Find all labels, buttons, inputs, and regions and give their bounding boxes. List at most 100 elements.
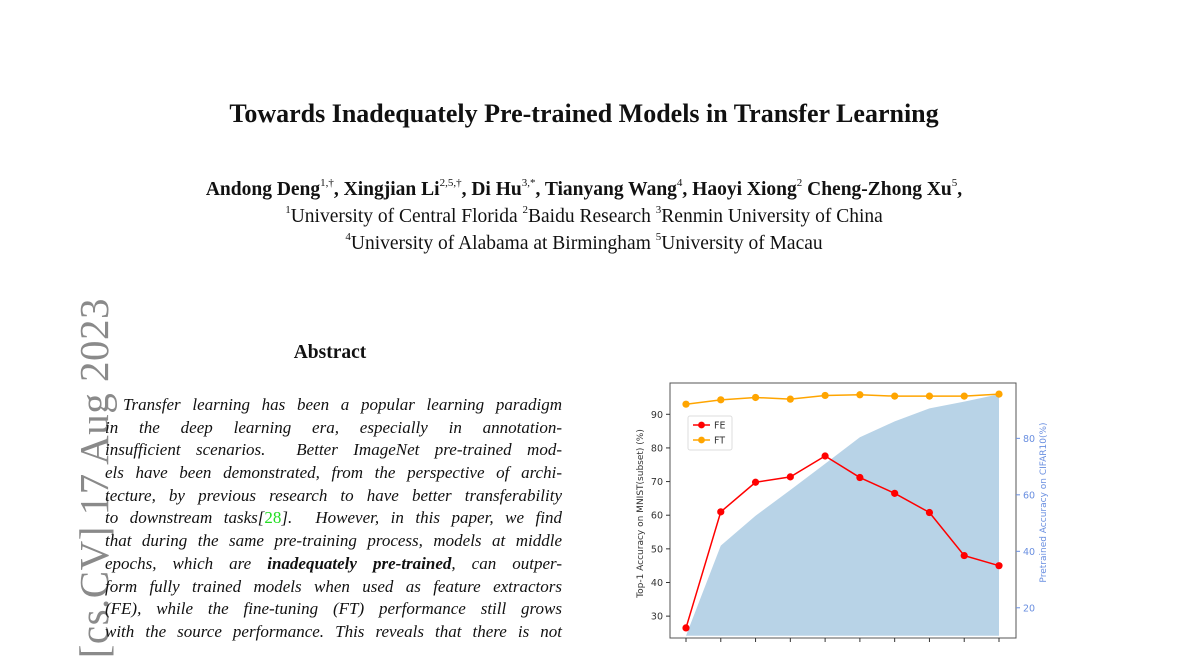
abstract-line: els have been demonstrated, from the per… — [105, 462, 562, 485]
affiliation-number: 5 — [655, 231, 662, 243]
abstract-text: Transfer learning has been a popular lea… — [123, 395, 562, 414]
author-name: Tianyang Wang — [544, 179, 677, 200]
abstract-text: in the deep learning era, especially in … — [105, 417, 562, 437]
abstract-body: Transfer learning has been a popular lea… — [105, 394, 562, 644]
author-name: Andong Deng — [205, 179, 321, 200]
data-point-fe — [925, 508, 934, 517]
emphasis-text: inadequately pre-trained — [267, 553, 452, 573]
author-list: Andong Deng1,†, Xingjian Li2,5,†, Di Hu3… — [0, 177, 1168, 201]
data-point-fe — [682, 624, 690, 632]
y-right-tick-label: 60 — [1023, 490, 1035, 501]
abstract-text: insufficient scenarios. Better ImageNet … — [105, 440, 562, 460]
y-right-tick-label: 40 — [1023, 547, 1035, 558]
abstract-line: insufficient scenarios. Better ImageNet … — [105, 439, 562, 462]
author-name: Di Hu — [471, 179, 522, 200]
author-separator: , — [957, 179, 963, 200]
affiliation-number: 4 — [345, 231, 351, 243]
data-point-fe — [960, 551, 968, 560]
abstract-text: that during the same pre-training proces… — [105, 531, 562, 551]
author-name: Haoyi Xiong — [692, 179, 797, 200]
series-line-fe — [685, 455, 1000, 629]
plot-frame — [669, 382, 1017, 639]
author-separator: , — [682, 179, 693, 200]
y-tick-label: 60 — [651, 511, 663, 522]
abstract-text: tecture, by previous research to have be… — [105, 485, 562, 505]
data-point-ft — [960, 392, 968, 400]
legend-label: FE — [714, 421, 725, 432]
affiliations-line-2: 4University of Alabama at Birmingham 5Un… — [0, 231, 1168, 255]
affiliation-number: 3 — [655, 204, 662, 216]
affiliation-name: University of Central Florida — [290, 206, 523, 227]
abstract-line: Transfer learning has been a popular lea… — [105, 394, 562, 417]
data-point-ft — [995, 390, 1003, 398]
author-affiliation-mark: 5 — [951, 177, 958, 189]
legend-label: FT — [714, 436, 725, 447]
author-name: Cheng-Zhong Xu — [807, 179, 952, 200]
data-point-ft — [925, 392, 934, 400]
pretrained-accuracy-area — [686, 394, 999, 636]
y-right-tick-label: 20 — [1023, 603, 1035, 614]
affiliations-line-1: 1University of Central Florida 2Baidu Re… — [0, 204, 1168, 228]
data-point-fe — [717, 508, 725, 516]
abstract-text: , can outper- — [451, 553, 562, 573]
y-tick-label: 80 — [651, 443, 663, 454]
abstract-text: (FE), while the fine-tuning (FT) perform… — [105, 599, 562, 619]
data-point-fe — [751, 478, 760, 486]
author-affiliation-mark: 2 — [796, 177, 803, 189]
data-point-fe — [995, 562, 1003, 570]
affiliation-name: University of Macau — [661, 233, 823, 254]
abstract-text: ]. However, in this paper, we find — [281, 508, 562, 528]
data-point-ft — [751, 393, 760, 402]
affiliation-number: 1 — [285, 204, 291, 216]
abstract-text: epochs, which are — [105, 553, 268, 573]
data-point-fe — [891, 489, 899, 497]
author-affiliation-mark: 1,† — [320, 177, 334, 189]
affiliation-number: 2 — [522, 204, 528, 216]
abstract-line: form fully trained models when used as f… — [105, 576, 562, 599]
data-point-fe — [786, 473, 794, 481]
citation-link[interactable]: 28 — [264, 508, 282, 528]
y-tick-label: 30 — [651, 612, 663, 623]
affiliation-name: Baidu Research — [527, 206, 656, 227]
data-point-ft — [821, 391, 829, 400]
abstract-text: with the source performance. This reveal… — [105, 621, 562, 641]
data-point-fe — [821, 452, 829, 460]
y-tick-label: 70 — [651, 477, 663, 488]
abstract-line: that during the same pre-training proces… — [105, 530, 562, 553]
abstract-text: to downstream tasks[ — [105, 508, 265, 528]
series-line-ft — [685, 393, 1000, 405]
legend-swatch-marker — [698, 421, 705, 429]
abstract-line: (FE), while the fine-tuning (FT) perform… — [105, 598, 562, 621]
abstract-line: in the deep learning era, especially in … — [105, 417, 562, 440]
author-affiliation-mark: 3,* — [521, 177, 536, 189]
author-separator: , — [461, 179, 472, 200]
y-tick-label: 50 — [651, 544, 663, 555]
data-point-ft — [891, 392, 899, 400]
author-name: Xingjian Li — [343, 179, 440, 200]
affiliation-name: Renmin University of China — [661, 206, 883, 227]
abstract-text: form fully trained models when used as f… — [105, 576, 562, 596]
data-point-ft — [682, 400, 690, 408]
abstract-heading: Abstract — [293, 342, 367, 363]
y-axis-label: Top-1 Accuracy on MNIST(subset) (%) — [636, 429, 646, 599]
abstract-text: els have been demonstrated, from the per… — [105, 463, 562, 483]
y-right-axis-label: Pretrained Accuracy on CIFAR10(%) — [1039, 422, 1049, 582]
abstract-line: to downstream tasks[28]. However, in thi… — [105, 507, 562, 530]
legend-swatch-marker — [698, 436, 705, 444]
data-point-fe — [856, 473, 864, 482]
abstract-line: tecture, by previous research to have be… — [105, 485, 562, 508]
affiliation-name: University of Alabama at Birmingham — [350, 233, 656, 254]
abstract-line: with the source performance. This reveal… — [105, 621, 562, 644]
y-tick-label: 40 — [651, 578, 663, 589]
author-affiliation-mark: 4 — [676, 177, 683, 189]
author-separator: , — [535, 179, 545, 200]
data-point-ft — [856, 391, 864, 399]
author-separator: , — [333, 179, 344, 200]
data-point-ft — [786, 395, 794, 403]
data-point-ft — [717, 396, 725, 404]
paper-title: Towards Inadequately Pre-trained Models … — [229, 99, 939, 128]
abstract-line: epochs, which are inadequately pre-train… — [105, 553, 562, 576]
author-affiliation-mark: 2,5,† — [439, 177, 462, 189]
y-tick-label: 90 — [651, 410, 663, 421]
